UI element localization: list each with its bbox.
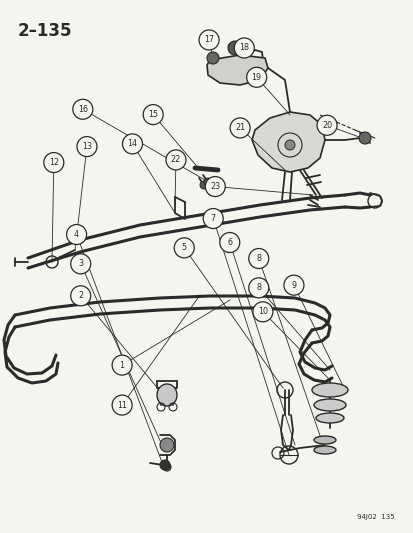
Circle shape [112, 355, 132, 375]
Text: 8: 8 [256, 284, 261, 292]
Text: 19: 19 [251, 73, 261, 82]
Text: 10: 10 [257, 308, 267, 316]
Circle shape [246, 67, 266, 87]
Polygon shape [252, 112, 324, 172]
Circle shape [230, 118, 249, 138]
Circle shape [234, 38, 254, 58]
Text: 23: 23 [210, 182, 220, 191]
Circle shape [205, 176, 225, 197]
Text: 5: 5 [181, 244, 186, 252]
Circle shape [203, 208, 223, 229]
Circle shape [122, 134, 142, 154]
Text: 14: 14 [127, 140, 137, 148]
Circle shape [204, 178, 211, 186]
Circle shape [73, 99, 93, 119]
Circle shape [199, 181, 207, 189]
Text: 4: 4 [74, 230, 79, 239]
Text: 21: 21 [235, 124, 244, 132]
Ellipse shape [313, 436, 335, 444]
Text: 11: 11 [117, 401, 127, 409]
Circle shape [71, 254, 90, 274]
Text: 7: 7 [210, 214, 215, 223]
Text: 8: 8 [256, 254, 261, 263]
Text: 18: 18 [239, 44, 249, 52]
Ellipse shape [157, 384, 177, 406]
Text: 20: 20 [321, 121, 331, 130]
Circle shape [174, 238, 194, 258]
Circle shape [159, 438, 173, 452]
Circle shape [219, 232, 239, 253]
Ellipse shape [311, 383, 347, 397]
Circle shape [77, 136, 97, 157]
Text: 12: 12 [49, 158, 59, 167]
Ellipse shape [313, 446, 335, 454]
Circle shape [358, 132, 370, 144]
Circle shape [228, 41, 242, 55]
Text: 22: 22 [171, 156, 180, 164]
Circle shape [283, 275, 303, 295]
Text: 15: 15 [148, 110, 158, 119]
Circle shape [316, 115, 336, 135]
Circle shape [112, 395, 132, 415]
Circle shape [248, 248, 268, 269]
Text: 9: 9 [291, 281, 296, 289]
Circle shape [248, 278, 268, 298]
Text: 13: 13 [82, 142, 92, 151]
Text: 2–135: 2–135 [18, 22, 72, 40]
Circle shape [143, 104, 163, 125]
Circle shape [71, 286, 90, 306]
Ellipse shape [313, 399, 345, 411]
Circle shape [284, 140, 294, 150]
Circle shape [66, 224, 86, 245]
Text: 1: 1 [119, 361, 124, 369]
Text: 17: 17 [204, 36, 214, 44]
Circle shape [206, 52, 218, 64]
Circle shape [166, 150, 185, 170]
Polygon shape [206, 55, 267, 85]
Text: 16: 16 [78, 105, 88, 114]
Circle shape [159, 460, 170, 470]
Text: 3: 3 [78, 260, 83, 268]
Circle shape [163, 463, 171, 471]
Circle shape [44, 152, 64, 173]
Ellipse shape [315, 413, 343, 423]
Circle shape [252, 302, 272, 322]
Text: 6: 6 [227, 238, 232, 247]
Text: 94J02  135: 94J02 135 [356, 514, 394, 520]
Text: 2: 2 [78, 292, 83, 300]
Circle shape [199, 30, 218, 50]
